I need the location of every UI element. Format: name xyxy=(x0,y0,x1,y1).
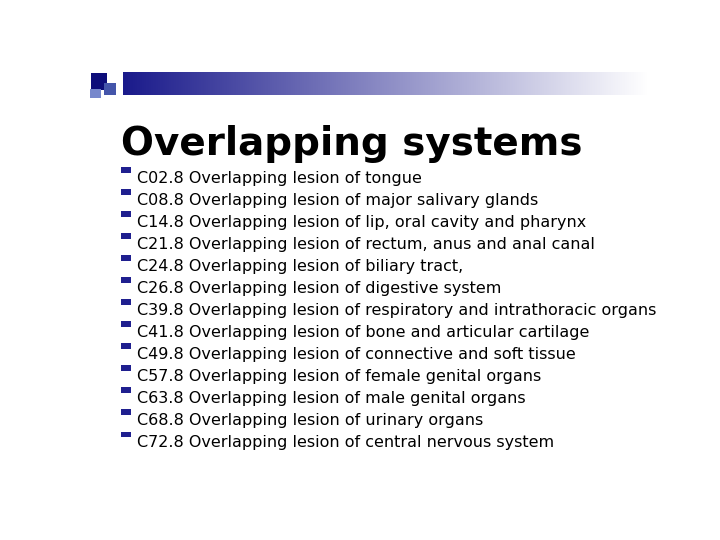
Bar xyxy=(121,189,131,195)
Text: C72.8 Overlapping lesion of central nervous system: C72.8 Overlapping lesion of central nerv… xyxy=(138,435,554,450)
Text: C49.8 Overlapping lesion of connective and soft tissue: C49.8 Overlapping lesion of connective a… xyxy=(138,347,576,362)
Bar xyxy=(90,89,101,98)
Text: C24.8 Overlapping lesion of biliary tract,: C24.8 Overlapping lesion of biliary trac… xyxy=(138,259,464,274)
Bar xyxy=(121,366,131,371)
Bar xyxy=(121,233,131,239)
Bar xyxy=(121,277,131,283)
Bar xyxy=(121,211,131,217)
Bar xyxy=(121,388,131,393)
Text: C14.8 Overlapping lesion of lip, oral cavity and pharynx: C14.8 Overlapping lesion of lip, oral ca… xyxy=(138,215,587,230)
Bar xyxy=(91,73,107,90)
Bar xyxy=(121,409,131,415)
Bar xyxy=(121,343,131,349)
Text: C41.8 Overlapping lesion of bone and articular cartilage: C41.8 Overlapping lesion of bone and art… xyxy=(138,325,590,340)
Bar xyxy=(121,321,131,327)
Bar xyxy=(121,299,131,305)
Text: Overlapping systems: Overlapping systems xyxy=(121,125,582,163)
Text: C63.8 Overlapping lesion of male genital organs: C63.8 Overlapping lesion of male genital… xyxy=(138,391,526,406)
Bar xyxy=(104,83,116,94)
Text: C39.8 Overlapping lesion of respiratory and intrathoracic organs: C39.8 Overlapping lesion of respiratory … xyxy=(138,303,657,318)
Text: C26.8 Overlapping lesion of digestive system: C26.8 Overlapping lesion of digestive sy… xyxy=(138,281,502,296)
Text: C57.8 Overlapping lesion of female genital organs: C57.8 Overlapping lesion of female genit… xyxy=(138,369,541,384)
Text: C21.8 Overlapping lesion of rectum, anus and anal canal: C21.8 Overlapping lesion of rectum, anus… xyxy=(138,237,595,252)
Bar xyxy=(121,167,131,173)
Text: C68.8 Overlapping lesion of urinary organs: C68.8 Overlapping lesion of urinary orga… xyxy=(138,413,484,428)
Bar xyxy=(121,431,131,437)
Text: C02.8 Overlapping lesion of tongue: C02.8 Overlapping lesion of tongue xyxy=(138,171,423,186)
Bar xyxy=(121,255,131,261)
Text: C08.8 Overlapping lesion of major salivary glands: C08.8 Overlapping lesion of major saliva… xyxy=(138,193,539,208)
